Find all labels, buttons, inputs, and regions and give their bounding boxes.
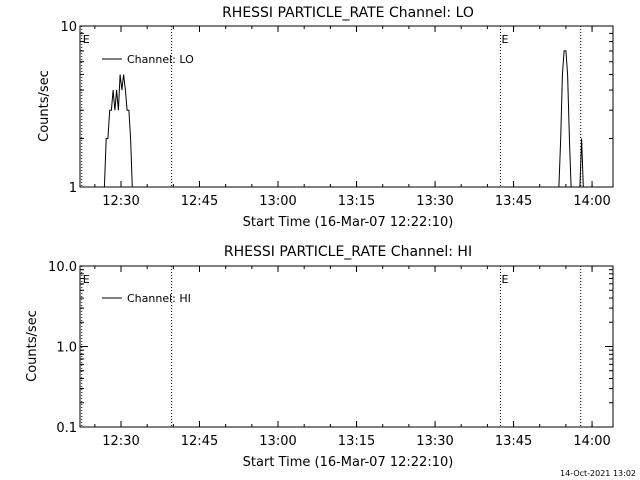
x-tick-label: 13:15 [338, 434, 375, 449]
x-tick-label: 14:00 [573, 434, 610, 449]
x-tick-label: 13:15 [338, 194, 375, 209]
event-marker-label: E [501, 273, 508, 286]
x-tick-label: 12:30 [102, 434, 139, 449]
x-tick-label: 13:00 [259, 434, 296, 449]
footer-timestamp: 14-Oct-2021 13:02 [560, 469, 636, 478]
x-axis-label: Start Time (16-Mar-07 12:22:10) [243, 455, 454, 470]
y-tick-label: 1 [69, 181, 77, 196]
series-line [103, 50, 584, 188]
x-tick-label: 13:30 [416, 194, 453, 209]
x-axis-label: Start Time (16-Mar-07 12:22:10) [243, 215, 454, 230]
event-marker-label: E [83, 33, 90, 46]
y-axis-label: Counts/sec [25, 310, 40, 382]
panel-lo: RHESSI PARTICLE_RATE Channel: LO Start T… [37, 5, 614, 230]
y-tick-label: 0.1 [56, 421, 77, 436]
x-tick-label: 13:30 [416, 434, 453, 449]
y-tick-label: 1.0 [56, 341, 77, 356]
y-axis-label: Counts/sec [37, 70, 52, 142]
x-tick-label: 13:00 [259, 194, 296, 209]
x-tick-label: 14:00 [573, 194, 610, 209]
x-tick-label: 12:30 [102, 194, 139, 209]
plot-frame [79, 25, 614, 188]
y-tick-label: 10 [60, 20, 77, 35]
x-tick-label: 12:45 [181, 194, 218, 209]
legend-label: Channel: HI [127, 292, 191, 305]
event-marker-label: E [83, 273, 90, 286]
panel-hi: RHESSI PARTICLE_RATE Channel: HI Start T… [25, 244, 614, 470]
plot-frame [79, 265, 614, 428]
chart-title: RHESSI PARTICLE_RATE Channel: HI [224, 244, 472, 260]
x-tick-label: 12:45 [181, 434, 218, 449]
legend-label: Channel: LO [127, 53, 194, 66]
event-marker-label: E [501, 33, 508, 46]
y-tick-label: 10.0 [48, 260, 77, 275]
x-tick-label: 13:45 [495, 194, 532, 209]
chart-title: RHESSI PARTICLE_RATE Channel: LO [222, 5, 474, 21]
x-tick-label: 13:45 [495, 434, 532, 449]
